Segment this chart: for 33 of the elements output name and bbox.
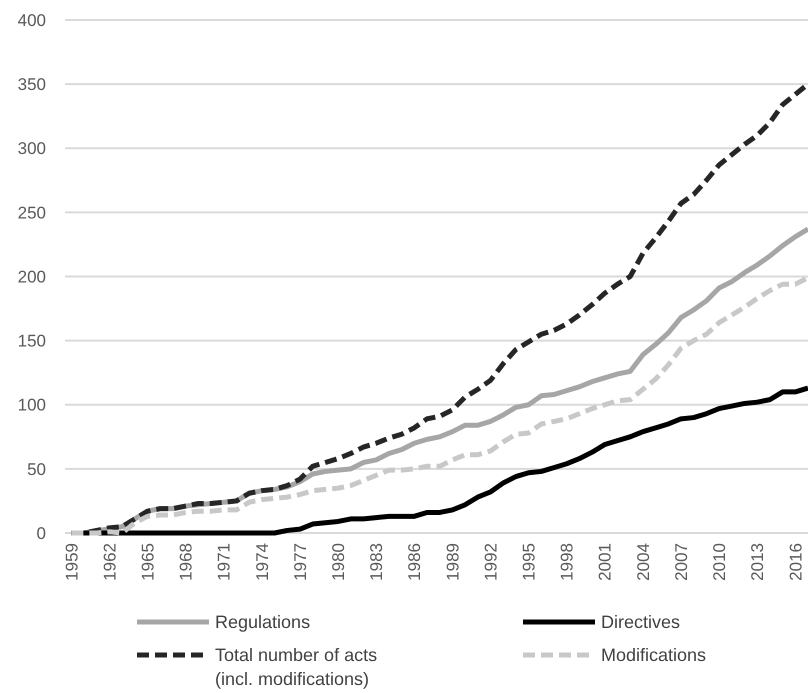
x-tick-label: 2004: [634, 543, 653, 581]
x-tick-label: 1986: [405, 543, 424, 581]
x-tick-label: 1968: [176, 543, 196, 581]
legend-label: Total number of acts (incl. modifications): [215, 645, 378, 689]
y-tick-label: 200: [18, 267, 46, 286]
legend-label: Modifications: [601, 645, 706, 665]
y-tick-label: 300: [18, 139, 46, 158]
y-tick-label: 100: [18, 396, 46, 415]
legend-label: Directives: [601, 612, 680, 632]
y-tick-label: 50: [27, 460, 46, 479]
y-tick-label: 150: [18, 332, 46, 351]
x-tick-label: 1989: [443, 543, 462, 581]
y-tick-label: 350: [18, 75, 46, 94]
x-tick-label: 1998: [558, 543, 577, 581]
y-tick-label: 0: [36, 524, 46, 543]
x-tick-label: 1980: [329, 543, 348, 581]
x-tick-label: 1974: [252, 543, 272, 581]
x-tick-label: 1995: [520, 543, 539, 581]
x-tick-label: 2007: [672, 543, 691, 581]
x-tick-label: 1971: [214, 543, 234, 581]
x-tick-label: 2016: [786, 543, 806, 581]
legend-label: Regulations: [215, 612, 310, 632]
x-tick-label: 1965: [138, 543, 158, 581]
y-tick-label: 400: [18, 10, 46, 30]
x-tick-label: 1983: [367, 543, 386, 581]
x-tick-label: 1962: [100, 543, 120, 581]
x-tick-label: 2001: [596, 543, 615, 581]
x-tick-label: 1977: [290, 543, 310, 581]
x-tick-label: 1992: [481, 543, 500, 581]
x-tick-label: 2010: [710, 543, 730, 581]
x-tick-label: 1959: [62, 543, 82, 581]
y-tick-label: 250: [18, 203, 46, 222]
x-tick-label: 2013: [748, 543, 768, 581]
